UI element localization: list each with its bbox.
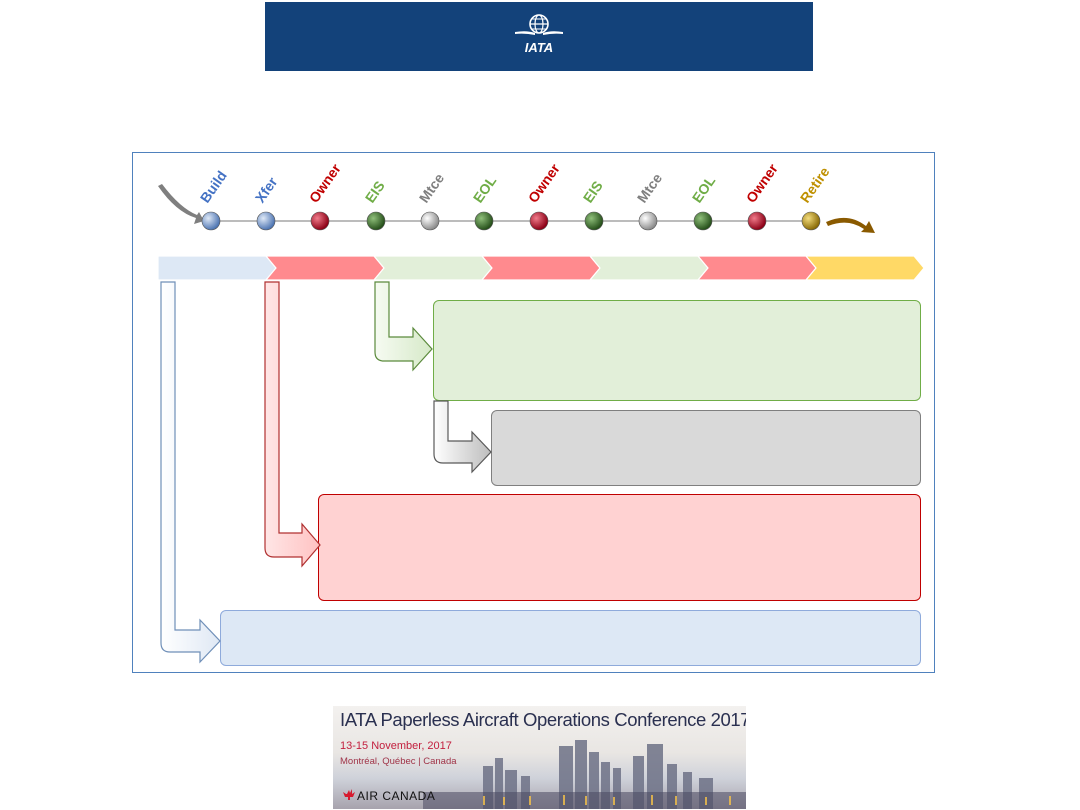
conference-banner: IATA Paperless Aircraft Operations Confe… bbox=[333, 706, 746, 809]
phase-chevron-retire bbox=[804, 255, 925, 281]
conference-title: IATA Paperless Aircraft Operations Confe… bbox=[340, 709, 746, 730]
milestone-dot-eis bbox=[366, 211, 386, 231]
conference-location: Montréal, Québec | Canada bbox=[340, 756, 457, 767]
lifecycle-timeline bbox=[157, 184, 925, 664]
milestone-dot-retire bbox=[801, 211, 821, 231]
owner-detail-box bbox=[318, 494, 921, 601]
phase-chevron-eis bbox=[372, 255, 493, 281]
conference-dates: 13-15 November, 2017 bbox=[340, 740, 452, 752]
milestone-dot-eol bbox=[474, 211, 494, 231]
sponsor-name: AIR CANADA bbox=[357, 789, 436, 803]
iata-logo: IATA bbox=[515, 14, 563, 55]
eis-connector-arrow bbox=[374, 281, 433, 372]
milestone-dot-owner bbox=[747, 211, 767, 231]
logo-text: IATA bbox=[525, 40, 553, 55]
eis-detail-box bbox=[433, 300, 921, 401]
build-detail-box bbox=[220, 610, 921, 666]
lifecycle-start-arrow-icon bbox=[158, 184, 204, 224]
build-connector-arrow bbox=[160, 281, 221, 664]
milestone-dot-owner bbox=[310, 211, 330, 231]
milestone-dot-owner bbox=[529, 211, 549, 231]
owner-connector-arrow bbox=[264, 281, 321, 568]
header-banner: IATA bbox=[265, 2, 813, 71]
phase-chevron-owner bbox=[480, 255, 601, 281]
maintenance-connector-arrow bbox=[433, 400, 492, 474]
milestone-dot-eis bbox=[584, 211, 604, 231]
globe-icon bbox=[515, 14, 563, 35]
lifecycle-end-arrow-icon bbox=[826, 217, 875, 233]
milestone-dot-xfer bbox=[256, 211, 276, 231]
milestone-dot-mtce bbox=[638, 211, 658, 231]
maintenance-detail-box bbox=[491, 410, 921, 486]
milestone-dot-eol bbox=[693, 211, 713, 231]
milestone-dot-mtce bbox=[420, 211, 440, 231]
city-skyline-image bbox=[343, 740, 746, 809]
phase-chevron-owner bbox=[264, 255, 385, 281]
phase-chevron-owner bbox=[696, 255, 817, 281]
maple-leaf-icon bbox=[343, 789, 355, 800]
phase-chevron-eis bbox=[588, 255, 709, 281]
milestone-dot-build bbox=[201, 211, 221, 231]
phase-chevron-build bbox=[157, 255, 277, 281]
